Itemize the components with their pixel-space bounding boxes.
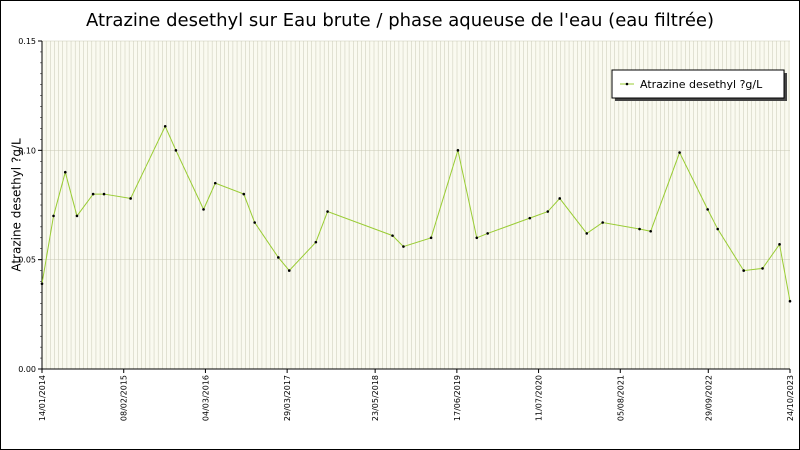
point	[429, 236, 433, 240]
point	[638, 227, 641, 231]
point	[163, 124, 167, 128]
x-tick-label: 08/02/2015	[120, 375, 129, 421]
point	[649, 229, 652, 233]
point	[242, 192, 246, 196]
point	[174, 149, 178, 152]
point	[706, 208, 709, 211]
point	[585, 232, 589, 235]
y-tick-label: 0.05	[18, 256, 36, 265]
point	[546, 210, 550, 213]
y-tick-label: 0.10	[18, 146, 36, 155]
chart-title: Atrazine desethyl sur Eau brute / phase …	[86, 10, 714, 31]
x-tick-label: 23/05/2018	[371, 375, 380, 421]
point	[326, 210, 329, 213]
point	[253, 221, 256, 224]
x-tick-label: 24/10/2023	[786, 375, 795, 421]
point	[742, 269, 745, 272]
y-axis-label: Atrazine desethyl ?g/L	[10, 138, 24, 272]
y-tick-label: 0.15	[18, 37, 36, 46]
x-tick-label: 29/09/2022	[704, 375, 713, 421]
point	[716, 227, 720, 231]
x-tick-label: 11/07/2020	[535, 375, 544, 421]
point	[486, 232, 489, 235]
x-tick-label: 04/03/2016	[201, 375, 210, 421]
point	[601, 221, 604, 224]
legend-marker	[625, 82, 629, 86]
legend	[611, 69, 785, 99]
point	[277, 256, 280, 259]
point	[402, 245, 405, 248]
point	[558, 197, 562, 200]
point	[456, 149, 460, 152]
point	[678, 151, 681, 154]
x-tick-label: 29/03/2017	[283, 375, 292, 421]
x-tick-label: 05/08/2021	[616, 375, 625, 421]
point	[63, 170, 67, 174]
point	[129, 197, 132, 200]
point	[287, 269, 291, 272]
point	[102, 192, 106, 196]
point	[75, 214, 79, 218]
point	[213, 181, 217, 185]
point	[761, 267, 764, 270]
x-tick-label: 14/01/2014	[38, 375, 47, 421]
legend-label: Atrazine desethyl ?g/L	[640, 78, 763, 91]
point	[314, 240, 318, 244]
point	[778, 243, 781, 246]
point	[475, 236, 479, 240]
point	[528, 216, 532, 220]
point	[202, 208, 205, 211]
point	[40, 282, 44, 286]
y-tick-label: 0.00	[18, 365, 36, 374]
point	[91, 192, 95, 196]
point	[52, 214, 55, 218]
point	[788, 299, 792, 303]
point	[391, 234, 394, 237]
x-tick-label: 17/06/2019	[453, 375, 462, 421]
